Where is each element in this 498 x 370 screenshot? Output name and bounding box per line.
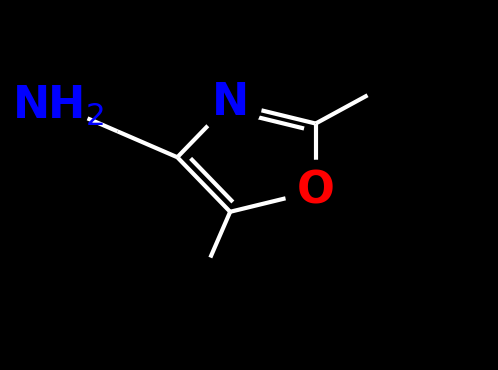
Text: NH$_2$: NH$_2$ bbox=[11, 83, 104, 128]
Text: N: N bbox=[212, 81, 249, 124]
Text: O: O bbox=[297, 169, 335, 212]
